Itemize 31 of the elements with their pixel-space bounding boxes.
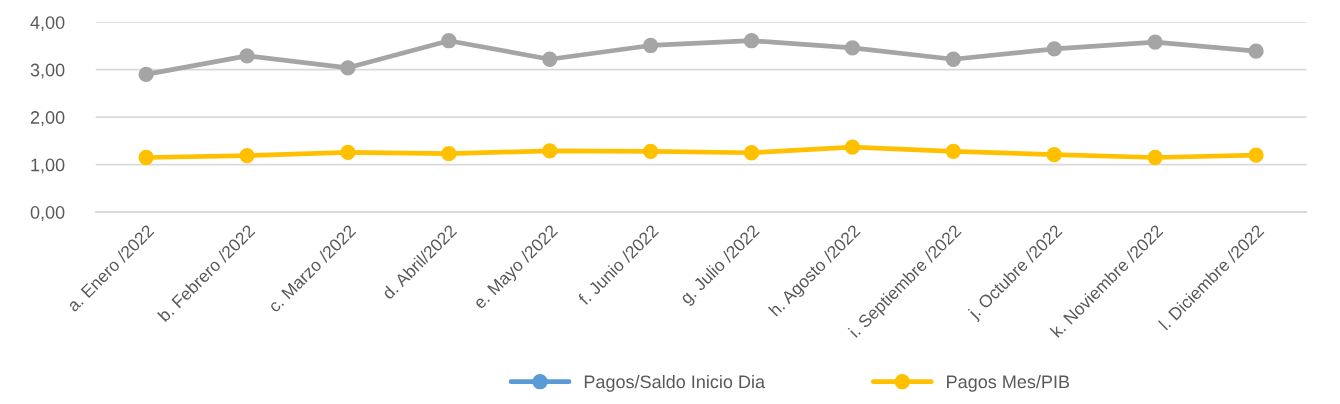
- point: [642, 143, 659, 159]
- point: [138, 66, 154, 83]
- point: [1046, 41, 1062, 57]
- y-tick-label: 2,00: [30, 111, 65, 127]
- point: [642, 37, 659, 54]
- point: [1046, 147, 1062, 163]
- point: [542, 51, 558, 67]
- y-tick-label: 4,00: [30, 16, 65, 32]
- point: [340, 144, 356, 160]
- point: [743, 33, 760, 49]
- point: [844, 139, 861, 155]
- y-tick-label: 0,00: [30, 206, 65, 221]
- point: [239, 147, 255, 164]
- legend-label: Pagos/Saldo Inicio Dia: [584, 374, 766, 392]
- point: [1147, 149, 1163, 166]
- point: [1248, 43, 1264, 59]
- y-tick-label: 3,00: [30, 63, 65, 79]
- point: [239, 48, 255, 64]
- point: [945, 51, 961, 67]
- point: [542, 143, 558, 159]
- point: [138, 149, 154, 166]
- point: [945, 143, 961, 159]
- point: [1147, 34, 1163, 50]
- point: [340, 60, 356, 76]
- point: [441, 146, 457, 162]
- point: [441, 33, 457, 49]
- point: [1248, 147, 1264, 163]
- point: [743, 145, 760, 161]
- y-tick-label: 1,00: [31, 158, 65, 174]
- legend-label: Pagos Mes/PIB: [947, 374, 1070, 392]
- point: [844, 40, 861, 56]
